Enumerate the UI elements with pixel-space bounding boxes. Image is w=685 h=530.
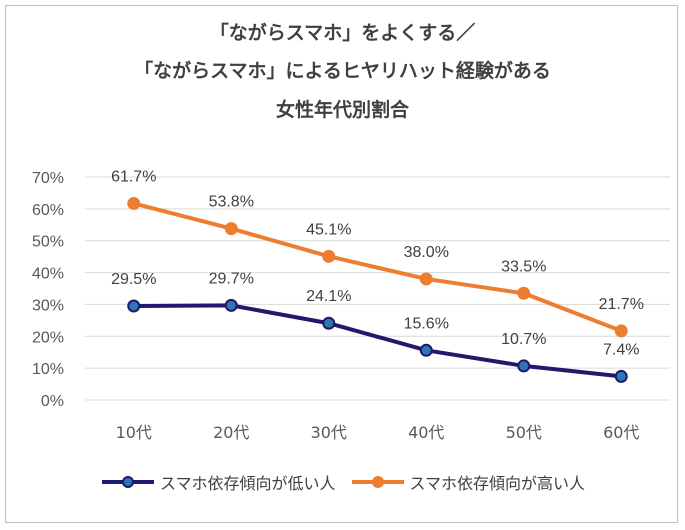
y-tick-label: 30% <box>32 297 64 314</box>
data-point <box>517 359 531 373</box>
data-point <box>224 222 238 236</box>
data-label: 29.5% <box>111 271 156 288</box>
x-tick-label: 50代 <box>506 423 542 442</box>
data-point <box>614 369 628 383</box>
data-label: 38.0% <box>404 244 449 261</box>
data-label: 7.4% <box>603 341 639 358</box>
x-tick-label: 20代 <box>213 423 249 442</box>
data-point <box>127 196 141 210</box>
data-point <box>127 299 141 313</box>
data-point <box>419 272 433 286</box>
data-labels: 29.5% 29.7% 24.1% 15.6% 10.7% 7.4% 61.7% 53.8% 4… <box>111 168 644 358</box>
data-label: 33.5% <box>501 258 546 275</box>
x-tick-label: 30代 <box>311 423 347 442</box>
series-line-1 <box>133 201 622 333</box>
gridlines <box>85 176 670 401</box>
data-point <box>224 298 238 312</box>
x-tick-label: 10代 <box>116 423 152 442</box>
data-point <box>322 316 336 330</box>
y-tick-label: 10% <box>32 361 64 378</box>
chart-frame <box>5 5 678 523</box>
data-label: 45.1% <box>306 221 351 238</box>
data-point <box>322 249 336 263</box>
legend: スマホ依存傾向が低い人 スマホ依存傾向が高い人 <box>0 470 685 494</box>
data-label: 61.7% <box>111 168 156 185</box>
legend-swatch-high <box>351 476 404 488</box>
legend-item-low: スマホ依存傾向が低い人 <box>100 470 336 494</box>
series-line-0 <box>133 303 622 379</box>
x-tick-label: 60代 <box>603 423 639 442</box>
data-label: 21.7% <box>599 296 644 313</box>
y-tick-label: 50% <box>32 234 64 251</box>
chart-title-line-3: 女性年代別割合 <box>275 99 409 121</box>
x-axis-ticks: 10代 20代 30代 40代 50代 60代 <box>116 423 640 442</box>
legend-swatch-low <box>101 476 154 488</box>
data-point <box>419 343 433 357</box>
y-tick-label: 20% <box>32 329 64 346</box>
y-axis-ticks: 0% 10% 20% 30% 40% 50% 60% 70% <box>32 170 64 410</box>
y-tick-label: 60% <box>32 202 64 219</box>
chart-title-line-1: 「ながらスマホ」をよくする／ <box>209 22 476 44</box>
data-label: 10.7% <box>501 331 546 348</box>
y-tick-label: 70% <box>32 170 64 187</box>
series-lines <box>127 196 628 383</box>
y-tick-label: 0% <box>41 393 64 410</box>
data-label: 24.1% <box>306 288 351 305</box>
chart-title-line-2: 「ながらスマホ」によるヒヤリハット経験がある <box>134 60 551 82</box>
x-tick-label: 40代 <box>408 423 444 442</box>
data-point <box>517 286 531 300</box>
data-label: 53.8% <box>209 194 254 211</box>
data-label: 29.7% <box>209 270 254 287</box>
legend-label-high: スマホ依存傾向が高い人 <box>409 474 586 493</box>
data-point <box>614 324 628 338</box>
legend-item-high: スマホ依存傾向が高い人 <box>350 470 586 494</box>
legend-label-low: スマホ依存傾向が低い人 <box>159 474 336 493</box>
y-tick-label: 40% <box>32 266 64 283</box>
data-label: 15.6% <box>404 315 449 332</box>
